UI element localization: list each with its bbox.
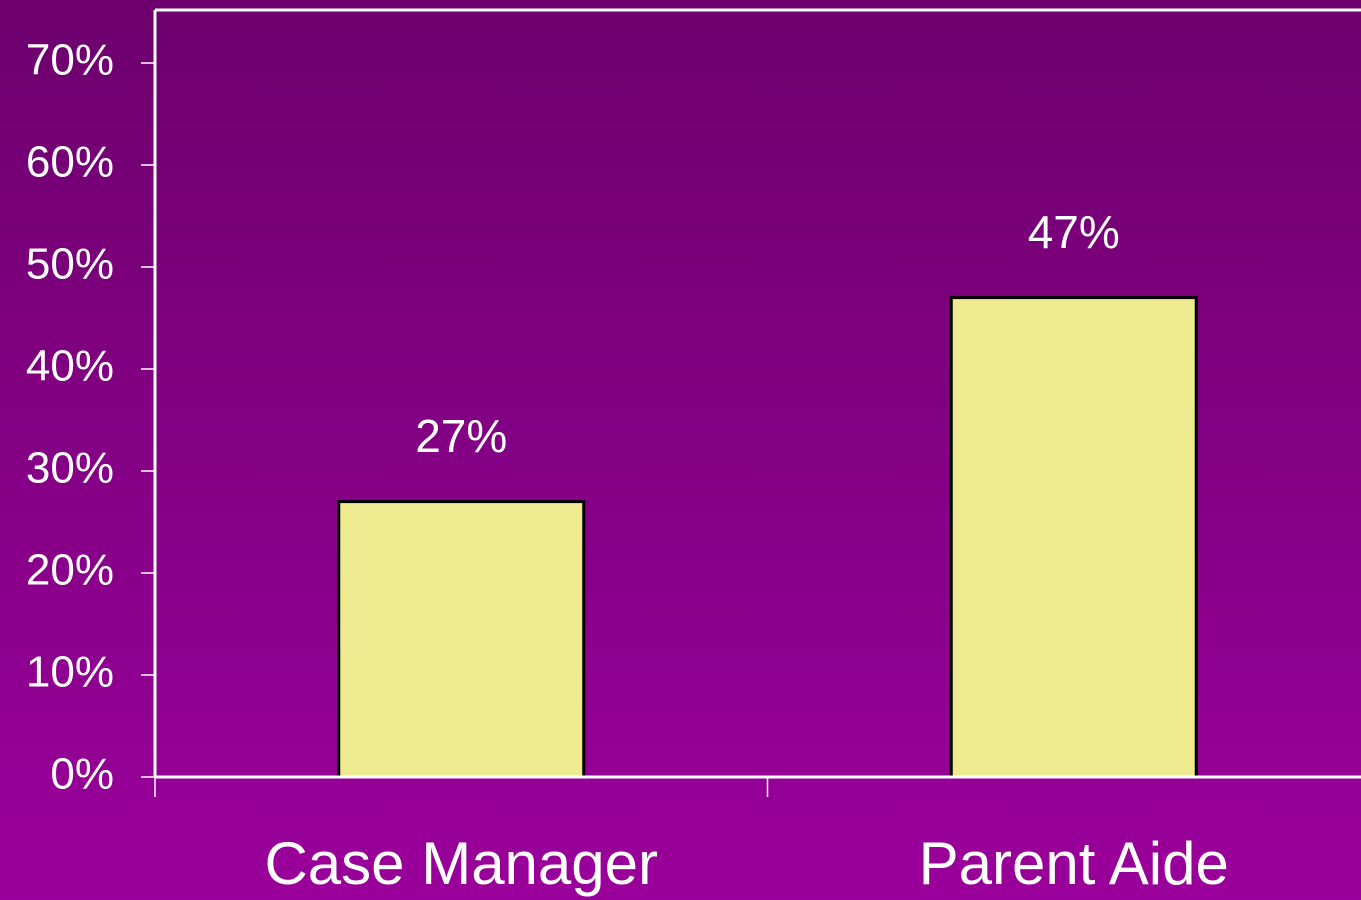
y-tick-label: 0% xyxy=(50,750,114,799)
y-tick-label: 70% xyxy=(26,36,114,85)
bar xyxy=(949,296,1198,779)
y-tick-label: 50% xyxy=(26,240,114,289)
y-tick-label: 40% xyxy=(26,342,114,391)
x-tick-label: Case Manager xyxy=(264,830,658,897)
bar xyxy=(337,500,586,779)
y-tick-label: 30% xyxy=(26,444,114,493)
value-label: 27% xyxy=(415,410,507,462)
y-tick-label: 60% xyxy=(26,138,114,187)
y-tick-label: 20% xyxy=(26,546,114,595)
value-label: 47% xyxy=(1028,206,1120,258)
x-tick-label: Parent Aide xyxy=(919,830,1229,897)
y-tick-label: 10% xyxy=(26,648,114,697)
